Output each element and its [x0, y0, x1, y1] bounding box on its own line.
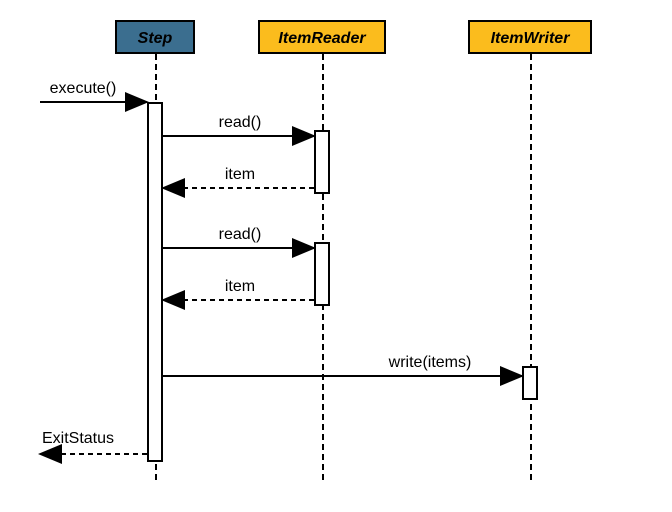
label-item-1: item: [195, 166, 285, 184]
label-write: write(items): [370, 354, 490, 372]
label-item-2: item: [195, 278, 285, 296]
label-read-2: read(): [195, 226, 285, 244]
label-execute: execute(): [38, 80, 128, 98]
label-exitstatus: ExitStatus: [28, 430, 128, 448]
label-read-1: read(): [195, 114, 285, 132]
